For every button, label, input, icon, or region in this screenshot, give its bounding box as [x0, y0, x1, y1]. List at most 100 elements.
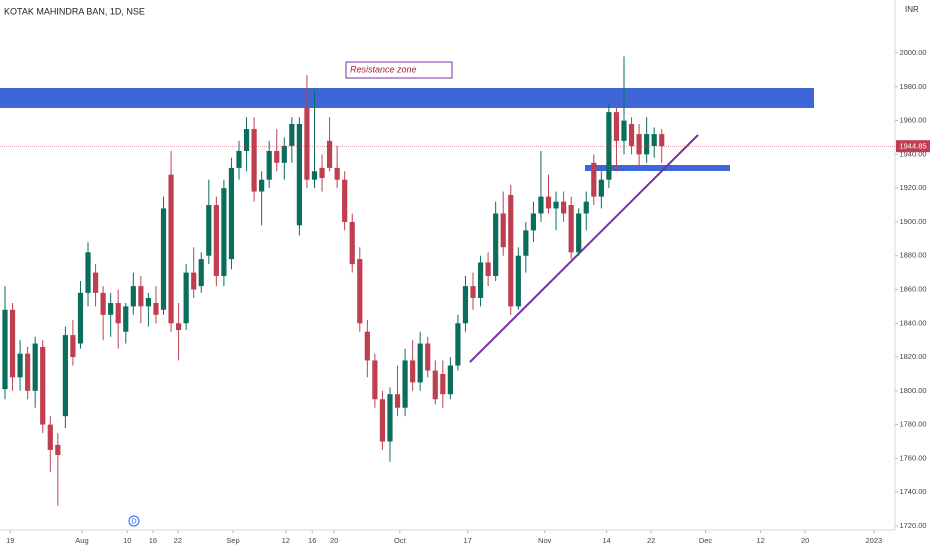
candle-body — [289, 123, 295, 146]
candle-body — [613, 112, 620, 141]
x-tick-label: 16 — [308, 536, 316, 545]
candle-body — [115, 303, 121, 324]
candle-body — [206, 205, 212, 256]
x-tick-label: 2023 — [866, 536, 883, 545]
trend-line — [469, 134, 699, 363]
candle-body — [55, 444, 61, 456]
candle-body — [153, 303, 159, 315]
y-tick-label: 1980.00 — [899, 82, 926, 91]
candle-body — [17, 353, 23, 378]
x-tick-label: 10 — [123, 536, 131, 545]
candle-body — [311, 171, 318, 180]
y-tick-label: 1760.00 — [899, 453, 926, 462]
candle-body — [500, 213, 506, 248]
candle-body — [160, 208, 167, 310]
y-tick-label: 1920.00 — [899, 183, 926, 192]
x-tick-label: Aug — [75, 536, 88, 545]
candle-body — [9, 309, 16, 378]
candle-body — [561, 201, 567, 214]
candle-body — [145, 297, 152, 307]
candle-body — [515, 255, 521, 307]
candle-body — [92, 272, 99, 293]
candle-body — [40, 346, 46, 425]
candle-body — [221, 188, 227, 276]
y-tick-label: 1720.00 — [899, 521, 926, 530]
candle-body — [236, 150, 242, 168]
candle-body — [123, 306, 129, 332]
candle-body — [493, 213, 499, 276]
x-tick-label: 14 — [602, 536, 610, 545]
x-tick-label: Oct — [394, 536, 407, 545]
candle-body — [319, 167, 325, 179]
candle-body — [545, 196, 552, 209]
candle-body — [523, 230, 529, 256]
x-tick-label: 20 — [330, 536, 338, 545]
candle-body — [138, 286, 144, 307]
x-tick-label: Nov — [538, 536, 552, 545]
y-tick-label: 1840.00 — [899, 318, 926, 327]
candle-body — [85, 252, 91, 293]
candle-body — [470, 286, 476, 298]
candle-body — [334, 167, 340, 180]
candle-body — [417, 343, 423, 383]
candle-body — [508, 194, 514, 307]
candles — [2, 56, 665, 506]
candle-body — [100, 292, 106, 315]
currency-label: INR — [905, 5, 919, 14]
x-tick-label: 20 — [801, 536, 809, 545]
candle-body — [598, 179, 604, 197]
candle-body — [70, 335, 76, 358]
support-band — [585, 165, 730, 171]
candle-body — [447, 365, 453, 395]
candle-body — [357, 259, 363, 324]
candle-body — [530, 213, 537, 231]
x-tick-label: 19 — [6, 536, 14, 545]
candle-body — [183, 272, 189, 324]
y-tick-label: 1880.00 — [899, 251, 926, 260]
candle-body — [455, 323, 461, 366]
candle-body — [32, 343, 38, 391]
x-tick-label: 22 — [647, 536, 655, 545]
event-marker[interactable] — [128, 515, 140, 527]
candle-body — [636, 134, 642, 155]
candle-body — [568, 205, 574, 253]
x-tick-label: 17 — [464, 536, 472, 545]
x-tick-label: 12 — [756, 536, 764, 545]
y-tick-label: 1900.00 — [899, 217, 926, 226]
y-tick-label: 1820.00 — [899, 352, 926, 361]
candle-body — [304, 107, 310, 180]
candle-body — [410, 360, 416, 383]
candle-body — [621, 120, 627, 141]
candle-body — [394, 394, 401, 408]
candle-body — [130, 286, 136, 307]
candle-body — [364, 331, 370, 361]
candle-body — [213, 205, 219, 276]
x-tick-label: 16 — [149, 536, 157, 545]
candle-body — [425, 343, 431, 371]
candle-body — [228, 167, 235, 260]
candle-body — [477, 262, 484, 298]
y-tick-label: 1860.00 — [899, 284, 926, 293]
x-tick-label: 12 — [282, 536, 290, 545]
candle-body — [251, 129, 257, 192]
last-price-label: 1944.85 — [899, 142, 926, 151]
candle-body — [659, 134, 665, 147]
x-tick-label: Dec — [699, 536, 713, 545]
y-tick-label: 1740.00 — [899, 487, 926, 496]
candle-body — [485, 262, 491, 276]
candle-body — [538, 196, 544, 214]
candle-body — [606, 112, 612, 180]
candle-body — [342, 179, 348, 222]
candle-body — [281, 145, 287, 163]
y-tick-label: 2000.00 — [899, 48, 926, 57]
candle-body — [326, 140, 333, 168]
event-marker-label[interactable]: D — [131, 518, 136, 525]
candle-body — [379, 399, 386, 442]
chart-title: KOTAK MAHINDRA BAN, 1D, NSE — [4, 6, 145, 16]
resistance-band — [0, 88, 814, 108]
y-tick-label: 1800.00 — [899, 386, 926, 395]
candle-body — [583, 201, 589, 214]
candle-body — [644, 134, 650, 155]
